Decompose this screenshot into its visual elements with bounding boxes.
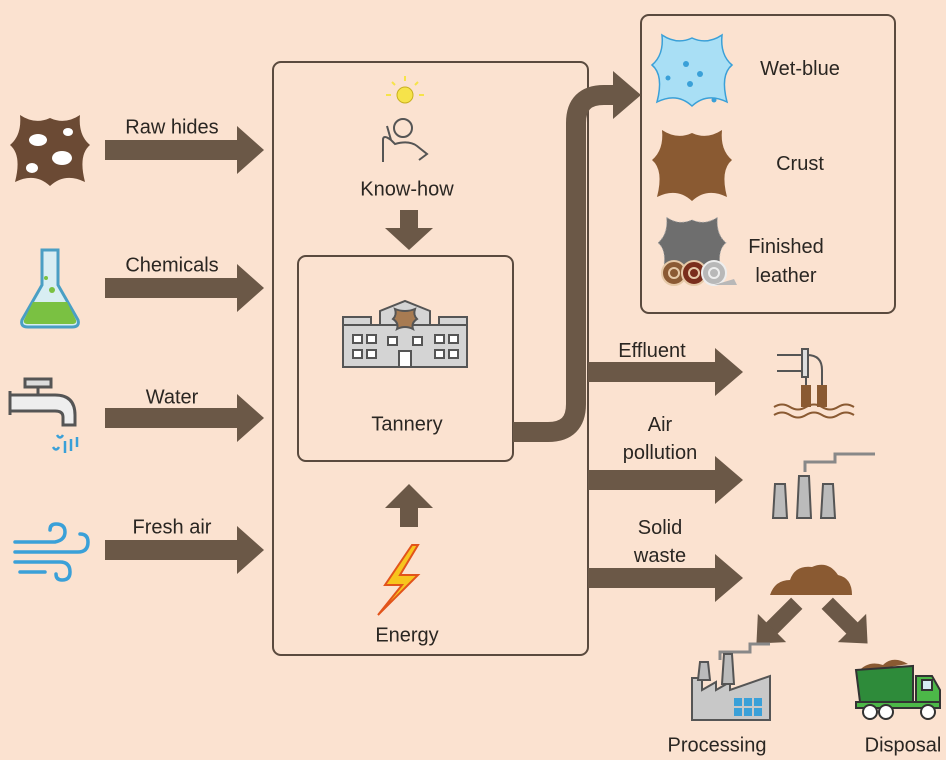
- raw-hides-icon-part: [10, 115, 90, 186]
- output-label: waste: [633, 545, 686, 567]
- input-label: Chemicals: [125, 254, 218, 276]
- chemicals-icon-part: [49, 287, 55, 293]
- disposal-icon-part: [922, 680, 932, 690]
- output-label-line: Effluent: [618, 340, 686, 362]
- wet-blue-icon-part: [652, 35, 732, 106]
- tannery-icon-part-part: [413, 337, 422, 345]
- product-label: Wet-blue: [760, 58, 840, 80]
- output-label-line: Air: [648, 414, 673, 436]
- raw-hides-icon-part: [29, 134, 47, 146]
- tannery-icon-part-part: [388, 337, 397, 345]
- input-label: Fresh air: [133, 516, 212, 538]
- input-label: Raw hides: [125, 116, 218, 138]
- input-arrows-part: [105, 540, 240, 560]
- wet-blue-icon-part-part: [697, 71, 703, 77]
- processing-icon-part-part: [744, 708, 752, 716]
- know-how-label: Know-how: [360, 178, 454, 200]
- output-label-line: Solid: [638, 517, 682, 539]
- output-label-line: waste: [633, 545, 686, 567]
- crust-icon: [652, 130, 732, 201]
- product-label: Finished: [748, 236, 824, 258]
- output-label: Solid: [638, 517, 682, 539]
- raw-hides-icon-part: [26, 163, 38, 173]
- tannery-icon-part-part: [399, 351, 411, 367]
- tannery-icon-part-part: [435, 350, 444, 358]
- diagram: Raw hides Chemicals Water Fresh air Know…: [0, 0, 946, 760]
- tannery-icon-part-part: [353, 350, 362, 358]
- disposal-icon-part: [921, 705, 935, 719]
- product-label-line: Finished: [748, 236, 824, 258]
- output-label: Effluent: [618, 340, 686, 362]
- product-label-line: leather: [755, 265, 816, 287]
- page: Tannery flow {"inputs": [{"label": "Raw …: [0, 0, 946, 760]
- tannery-icon-part-part: [367, 350, 376, 358]
- output-arrows-part: [588, 568, 718, 588]
- input-arrows-part: [105, 408, 240, 428]
- tannery-label: Tannery: [371, 413, 442, 435]
- product-label-line: Wet-blue: [760, 58, 840, 80]
- energy-arrow-part: [400, 505, 418, 527]
- processing-icon-part-part: [744, 698, 752, 706]
- processing-icon-part-part: [754, 708, 762, 716]
- air-pollution-icon-part: [773, 484, 787, 518]
- input-arrows-part: [105, 278, 240, 298]
- tannery-icon-part-part: [353, 335, 362, 343]
- water-icon-part: [25, 379, 51, 387]
- wet-blue-icon-part-part: [666, 76, 671, 81]
- raw-hides-icon-part: [52, 151, 72, 165]
- disposal-icon-part: [879, 705, 893, 719]
- know-how-icon-part: [397, 87, 413, 103]
- input-label: Water: [146, 386, 199, 408]
- air-pollution-icon-part: [821, 484, 835, 518]
- chemicals-icon-part: [44, 276, 48, 280]
- energy-label: Energy: [375, 624, 438, 646]
- wet-blue-icon: [652, 35, 732, 106]
- tannery-icon-part-part: [449, 335, 458, 343]
- tannery-icon-part: [393, 309, 417, 329]
- air-pollution-icon-part: [797, 476, 811, 518]
- output-label-line: pollution: [623, 442, 698, 464]
- processing-icon-part: [722, 654, 734, 684]
- processing-icon-part-part: [754, 698, 762, 706]
- product-label: leather: [755, 265, 816, 287]
- raw-hides-icon: [10, 115, 90, 186]
- destination-label: Disposal: [865, 734, 942, 756]
- finished-leather-icon-part: [702, 261, 726, 285]
- disposal-icon-part: [856, 666, 913, 702]
- output-arrows-part: [588, 470, 718, 490]
- background: [0, 0, 946, 760]
- wet-blue-icon-part-part: [687, 81, 693, 87]
- effluent-icon-part: [802, 349, 808, 377]
- output-arrows-part: [588, 362, 718, 382]
- output-label: pollution: [623, 442, 698, 464]
- raw-hides-icon-part: [63, 128, 73, 136]
- tannery-icon-part: [343, 317, 371, 325]
- tannery-icon-part-part: [435, 335, 444, 343]
- body: Raw hides Chemicals Water Fresh air Know…: [0, 0, 946, 760]
- tannery-icon-part-part: [449, 350, 458, 358]
- output-label: Air: [648, 414, 673, 436]
- product-label-line: Crust: [776, 153, 824, 175]
- wet-blue-icon-part-part: [683, 61, 689, 67]
- processing-icon-part-part: [734, 708, 742, 716]
- product-label: Crust: [776, 153, 824, 175]
- input-arrows-part: [105, 140, 240, 160]
- wet-blue-icon-part-part: [712, 98, 717, 103]
- destination-label: Processing: [668, 734, 767, 756]
- tannery-icon-part: [439, 317, 467, 325]
- tannery-icon-part-part: [367, 335, 376, 343]
- chemicals-icon-part: [24, 302, 76, 324]
- disposal-icon-part: [863, 705, 877, 719]
- processing-icon-part-part: [734, 698, 742, 706]
- processing-icon-part: [698, 662, 710, 680]
